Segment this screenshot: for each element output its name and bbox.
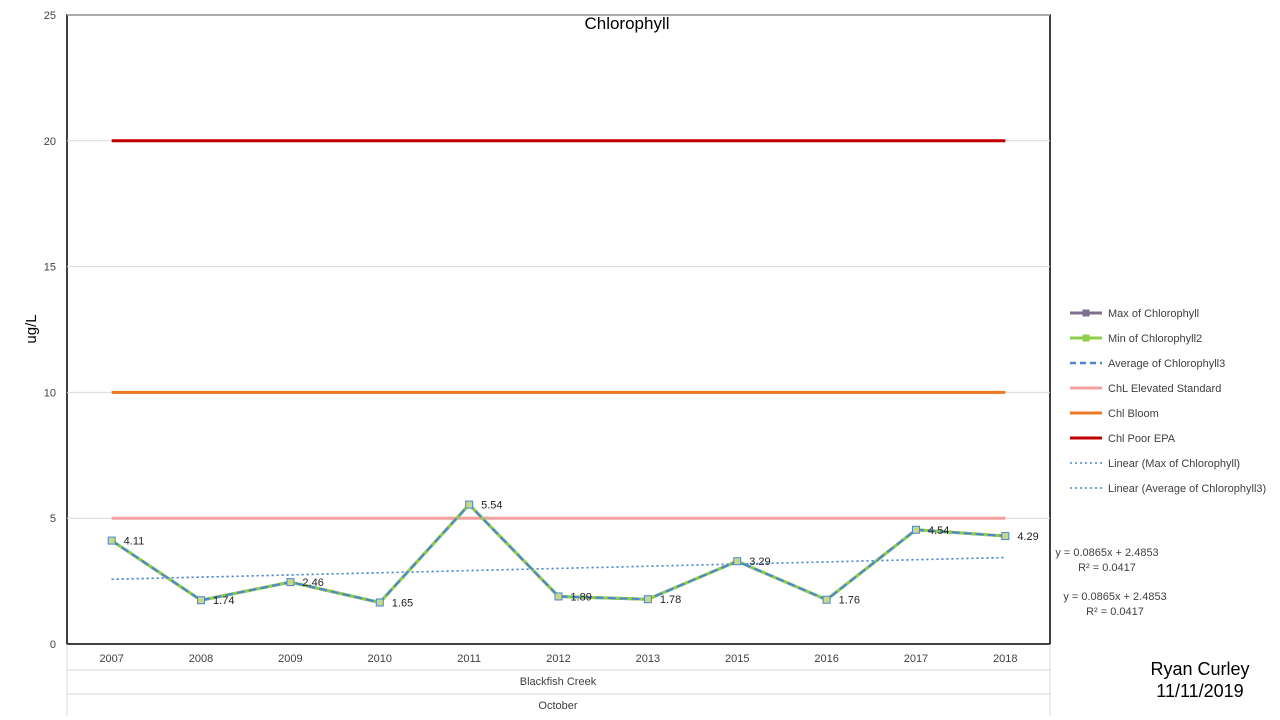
y-axis-label: ug/L [23, 314, 40, 343]
legend: Max of Chlorophyll Min of Chlorophyll2 Ave… [1070, 308, 1266, 495]
data-point-2015 [733, 557, 742, 566]
author-name: Ryan Curley [1150, 659, 1250, 679]
legend-label-3: ChL Elevated Standard [1108, 383, 1221, 395]
x-tick-label-2015: 2015 [725, 653, 749, 665]
author-date: 11/11/2019 [1156, 681, 1244, 701]
data-label-2013: 1.78 [660, 594, 681, 606]
data-label-2011: 5.54 [481, 500, 502, 512]
data-point-2016 [822, 595, 831, 604]
x-tick-label-2011: 2011 [457, 653, 481, 665]
author-block: Ryan Curley 11/11/2019 [1120, 658, 1280, 702]
y-tick-label-25: 25 [44, 10, 56, 22]
data-labels: 4.11 1.74 2.46 1.65 5.54 1.89 1.78 3.29 1.76 4.54… [124, 500, 1039, 610]
x-group-label-month: October [538, 700, 577, 712]
chart-title: Chlorophyll [584, 14, 669, 33]
trendline-equation-1: y = 0.0865x + 2.4853 [1063, 591, 1166, 603]
y-tick-label-0: 0 [50, 639, 56, 651]
trendline-r2-0: R² = 0.0417 [1078, 562, 1136, 574]
data-point-2017 [911, 525, 920, 534]
series-line-2 [111, 503, 1006, 604]
x-tick-label-2018: 2018 [993, 653, 1017, 665]
x-tick-label-2007: 2007 [99, 653, 123, 665]
data-point-2018 [1001, 532, 1010, 541]
y-tick-label-10: 10 [44, 387, 56, 399]
data-label-2018: 4.29 [1017, 531, 1038, 543]
data-point-2011 [465, 500, 474, 509]
data-point-2010 [375, 598, 384, 607]
data-label-2017: 4.54 [928, 525, 949, 537]
legend-marker-0 [1082, 309, 1090, 317]
legend-label-4: Chl Bloom [1108, 408, 1159, 420]
trendline-equation-0: y = 0.0865x + 2.4853 [1055, 547, 1158, 559]
legend-marker-1 [1082, 334, 1090, 342]
x-tick-label-2012: 2012 [546, 653, 570, 665]
data-label-2009: 2.46 [302, 577, 323, 589]
data-label-2010: 1.65 [392, 597, 413, 609]
data-point-2012 [554, 592, 563, 601]
chart-frame [66, 14, 1051, 716]
legend-label-2: Average of Chlorophyll3 [1108, 358, 1225, 370]
y-tick-label-20: 20 [44, 136, 56, 148]
x-tick-label-2017: 2017 [904, 653, 928, 665]
legend-label-1: Min of Chlorophyll2 [1108, 333, 1202, 345]
y-tick-label-15: 15 [44, 262, 56, 274]
legend-label-7: Linear (Average of Chlorophyll3) [1108, 483, 1266, 495]
series-markers [107, 500, 1010, 607]
data-label-2016: 1.76 [839, 595, 860, 607]
data-point-2009 [286, 578, 295, 587]
data-label-2007: 4.11 [124, 536, 145, 548]
data-point-2007 [107, 536, 116, 545]
trendline-r2-1: R² = 0.0417 [1086, 606, 1144, 618]
data-label-2008: 1.74 [213, 595, 234, 607]
legend-label-6: Linear (Max of Chlorophyll) [1108, 458, 1240, 470]
x-group-label-site: Blackfish Creek [520, 676, 597, 688]
data-point-2008 [197, 596, 206, 605]
x-tick-label-2008: 2008 [189, 653, 213, 665]
axes: 0 5 10 15 20 25 2007 2008 2009 2010 2011 2012 2013 20… [44, 10, 1018, 665]
x-tick-label-2016: 2016 [814, 653, 838, 665]
trendlines [111, 556, 1006, 581]
plot-area-border [66, 14, 1051, 645]
x-tick-label-2010: 2010 [368, 653, 392, 665]
trendline-equations: y = 0.0865x + 2.4853 R² = 0.0417 y = 0.086… [1055, 547, 1166, 618]
data-label-2012: 1.89 [571, 591, 592, 603]
legend-label-5: Chl Poor EPA [1108, 433, 1176, 445]
gridlines [67, 14, 1050, 519]
trendline-1 [111, 556, 1006, 581]
legend-label-0: Max of Chlorophyll [1108, 308, 1199, 320]
x-tick-label-2009: 2009 [278, 653, 302, 665]
y-tick-label-5: 5 [50, 513, 56, 525]
x-tick-label-2013: 2013 [636, 653, 660, 665]
data-label-2015: 3.29 [749, 556, 770, 568]
series-lines [110, 139, 1006, 604]
data-point-2013 [643, 595, 652, 604]
